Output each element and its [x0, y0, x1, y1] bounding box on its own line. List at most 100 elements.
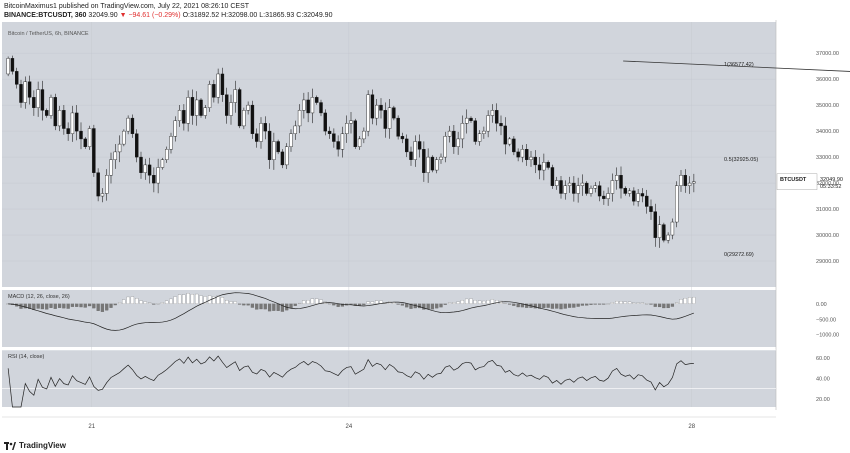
candle-down — [469, 117, 473, 121]
tradingview-logo-icon — [4, 441, 16, 450]
macd-bar — [692, 296, 696, 304]
macd-bar — [297, 302, 302, 304]
y-tick-label: 36000.00 — [816, 77, 839, 83]
macd-bar — [293, 303, 297, 306]
candle-down — [503, 125, 507, 145]
candle-up — [177, 110, 182, 121]
macd-bar — [405, 303, 409, 308]
candle-up — [593, 185, 597, 189]
macd-bar — [426, 303, 430, 309]
macd-bar — [87, 303, 92, 307]
candle-up — [687, 182, 692, 186]
macd-bar — [482, 300, 486, 304]
candle-up — [443, 136, 447, 158]
candle-up — [692, 181, 696, 184]
macd-bar — [319, 299, 323, 304]
candle-up — [169, 136, 173, 150]
macd-bar — [563, 303, 567, 309]
chart-title: Bitcoin / TetherUS, 6h, BINANCE — [8, 31, 89, 37]
candle-down — [237, 89, 242, 127]
macd-bar — [645, 303, 649, 305]
macd-bar — [62, 303, 66, 309]
candle-down — [379, 104, 383, 111]
macd-bar — [507, 303, 512, 305]
candle-up — [679, 175, 683, 186]
macd-bar — [619, 301, 623, 304]
y-tick-label: 31000.00 — [816, 207, 839, 213]
macd-bar — [83, 303, 87, 308]
rsi-tick-label: 20.00 — [816, 397, 830, 403]
low-value: L:31865.93 — [259, 12, 295, 19]
macd-bar — [632, 302, 636, 304]
candle-down — [40, 89, 45, 111]
candle-up — [246, 104, 250, 111]
macd-bar — [53, 303, 57, 309]
macd-bar — [572, 303, 576, 308]
macd-bar — [542, 303, 546, 308]
candle-up — [126, 117, 130, 132]
candle-up — [349, 120, 353, 124]
candle-down — [250, 104, 255, 134]
macd-bar — [576, 303, 580, 307]
macd-bar — [246, 303, 250, 306]
candle-down — [182, 110, 186, 124]
macd-bar — [606, 303, 610, 305]
candle-down — [139, 156, 143, 173]
candle-down — [392, 107, 396, 119]
macd-bar — [45, 303, 49, 310]
candle-down — [533, 156, 537, 166]
macd-bar — [649, 303, 653, 305]
candle-up — [259, 123, 263, 142]
candle-down — [430, 156, 435, 171]
footer-brand: TradingView — [19, 441, 66, 450]
macd-bar — [143, 301, 147, 304]
candle-down — [422, 149, 426, 173]
candle-down — [130, 117, 135, 134]
last-price: 32049.90 — [88, 12, 118, 19]
macd-bar — [657, 303, 662, 308]
candle-down — [640, 193, 645, 197]
macd-bar — [237, 303, 242, 305]
macd-bar — [636, 302, 640, 304]
macd-bar — [229, 301, 233, 304]
macd-bar — [122, 299, 126, 304]
candle-down — [619, 175, 623, 189]
candle-down — [10, 58, 15, 72]
candle-down — [62, 110, 66, 129]
candle-down — [597, 185, 602, 197]
fib-level-label: 1(36577.42) — [724, 62, 754, 68]
y-tick-label: 30000.00 — [816, 233, 839, 239]
candle-down — [45, 110, 49, 116]
macd-bar — [555, 303, 559, 309]
candle-up — [285, 146, 289, 166]
candle-up — [207, 84, 212, 108]
candle-down — [645, 195, 649, 207]
y-tick-label: 33000.00 — [816, 155, 839, 161]
macd-bar — [203, 296, 207, 304]
rsi-label: RSI (14, close) — [8, 354, 45, 360]
fib-level-label: 0(29272.69) — [724, 252, 754, 258]
candle-up — [160, 159, 165, 168]
candle-up — [615, 175, 619, 181]
macd-bar — [302, 300, 306, 304]
macd-bar — [242, 303, 246, 306]
macd-bar — [567, 303, 572, 308]
macd-bar — [683, 298, 687, 304]
candle-down — [537, 164, 542, 171]
macd-bar — [152, 303, 156, 305]
candle-down — [276, 141, 280, 153]
candle-down — [353, 120, 357, 147]
macd-bar — [259, 303, 263, 310]
high-value: H:32098.00 — [221, 12, 258, 19]
candle-down — [267, 130, 272, 160]
candle-down — [525, 149, 529, 160]
macd-bar — [263, 303, 267, 310]
candle-down — [473, 120, 477, 142]
candle-down — [19, 84, 23, 103]
y-tick-label: 35000.00 — [816, 103, 839, 109]
candle-up — [439, 156, 443, 160]
macd-bar — [113, 303, 117, 306]
macd-bar — [177, 294, 182, 304]
candle-down — [332, 133, 336, 142]
